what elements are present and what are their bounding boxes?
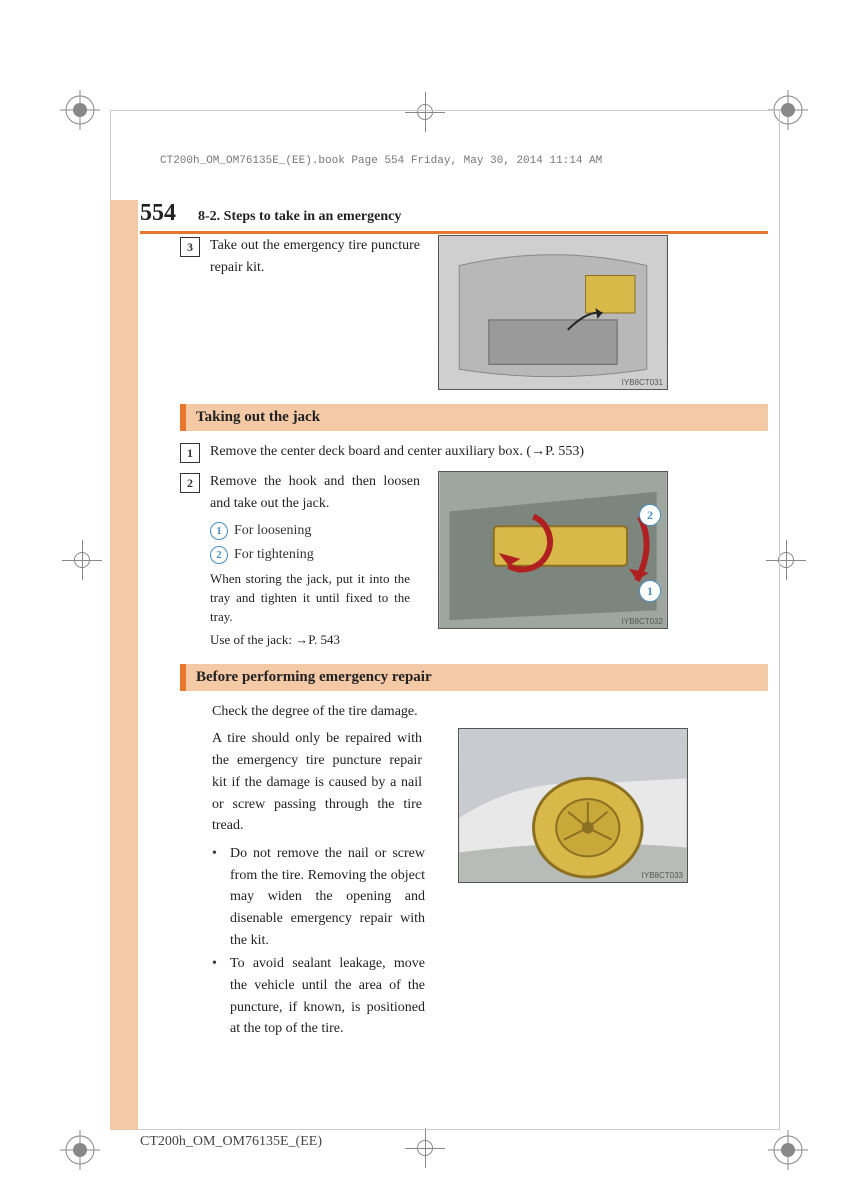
image-caption: IYB8CT031 [622, 378, 663, 387]
step-number-box: 1 [180, 443, 200, 463]
bullet-dot-icon: • [212, 843, 222, 951]
step3-text: Take out the emergency tire puncture rep… [210, 235, 420, 278]
callout-1-icon: 1 [639, 580, 661, 602]
repair-bullet2: To avoid sealant leakage, move the vehic… [230, 953, 425, 1040]
jack-step1-row: 1 Remove the center deck board and cente… [180, 441, 770, 463]
repair-row: A tire should only be repaired with the … [212, 728, 770, 1040]
footer-code: CT200h_OM_OM76135E_(EE) [140, 1134, 322, 1150]
jack-step2-row: 2 Remove the hook and then loosen and ta… [180, 471, 770, 650]
circle-number-icon: 1 [210, 522, 228, 540]
repair-intro: Check the degree of the tire damage. [212, 701, 767, 723]
section-title: 8-2. Steps to take in an emergency [198, 209, 401, 225]
jack-sub2: 2 For tightening [210, 546, 420, 564]
image-caption: IYB8CT033 [642, 871, 683, 880]
image-tire: IYB8CT033 [458, 728, 688, 883]
cross-mark-bottom [405, 1128, 445, 1168]
jack-sub2-label: For tightening [234, 547, 314, 563]
repair-bullet1: Do not remove the nail or screw from the… [230, 843, 425, 951]
page-number: 554 [140, 200, 176, 227]
repair-para: A tire should only be repaired with the … [212, 728, 422, 836]
callout-2-icon: 2 [639, 504, 661, 526]
side-tab-bar [110, 200, 138, 1130]
regmark-bottom-left [60, 1130, 100, 1170]
jack-sub1: 1 For loosening [210, 522, 420, 540]
jack-step2-text: Remove the hook and then loosen and take… [210, 471, 420, 514]
regmark-top-left [60, 90, 100, 130]
heading-jack: Taking out the jack [180, 404, 768, 431]
regmark-bottom-right [768, 1130, 808, 1170]
jack-note: When storing the jack, put it into the t… [210, 570, 410, 627]
image-jack: 2 1 IYB8CT032 [438, 471, 668, 629]
image-caption: IYB8CT032 [622, 617, 663, 626]
jack-use-ref: Use of the jack: →P. 543 [210, 631, 420, 650]
repair-bullet1-row: • Do not remove the nail or screw from t… [212, 843, 425, 951]
image-trunk-kit: IYB8CT031 [438, 235, 668, 390]
step-number-box: 3 [180, 237, 200, 257]
jack-step1-text: Remove the center deck board and center … [210, 441, 770, 463]
book-meta-line: CT200h_OM_OM76135E_(EE).book Page 554 Fr… [160, 155, 602, 167]
heading-repair: Before performing emergency repair [180, 664, 768, 691]
jack-sub1-label: For loosening [234, 523, 311, 539]
circle-number-icon: 2 [210, 546, 228, 564]
step-number-box: 2 [180, 473, 200, 493]
bullet-dot-icon: • [212, 953, 222, 1040]
cross-mark-left [62, 540, 102, 580]
page-header: 554 8-2. Steps to take in an emergency [140, 200, 768, 234]
repair-bullet2-row: • To avoid sealant leakage, move the veh… [212, 953, 425, 1040]
step3-row: 3 Take out the emergency tire puncture r… [180, 235, 770, 390]
page-content: 3 Take out the emergency tire puncture r… [180, 235, 770, 1040]
